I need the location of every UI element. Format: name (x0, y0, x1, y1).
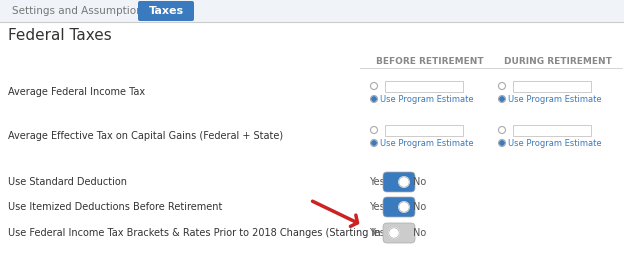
Text: BEFORE RETIREMENT: BEFORE RETIREMENT (376, 57, 484, 66)
FancyBboxPatch shape (385, 124, 463, 136)
Text: DURING RETIREMENT: DURING RETIREMENT (504, 57, 612, 66)
Text: No: No (413, 177, 426, 187)
FancyBboxPatch shape (385, 81, 463, 92)
Circle shape (372, 141, 376, 145)
Circle shape (500, 97, 504, 101)
Text: Average Effective Tax on Capital Gains (Federal + State): Average Effective Tax on Capital Gains (… (8, 131, 283, 141)
Text: Use Federal Income Tax Brackets & Rates Prior to 2018 Changes (Starting In 2026): Use Federal Income Tax Brackets & Rates … (8, 228, 412, 238)
Text: Settings and Assumptions: Settings and Assumptions (12, 6, 148, 16)
FancyBboxPatch shape (0, 0, 624, 22)
Circle shape (372, 97, 376, 101)
Text: Yes: Yes (369, 177, 385, 187)
Text: Yes: Yes (369, 228, 385, 238)
Text: Average Federal Income Tax: Average Federal Income Tax (8, 87, 145, 97)
FancyBboxPatch shape (383, 197, 415, 217)
Text: Federal Taxes: Federal Taxes (8, 28, 112, 44)
FancyBboxPatch shape (513, 124, 591, 136)
FancyBboxPatch shape (138, 1, 194, 21)
FancyBboxPatch shape (383, 223, 415, 243)
Text: Use Program Estimate: Use Program Estimate (380, 95, 474, 104)
Text: No: No (413, 202, 426, 212)
Text: No: No (413, 228, 426, 238)
FancyBboxPatch shape (383, 172, 415, 192)
Circle shape (389, 228, 399, 238)
Text: Yes: Yes (369, 202, 385, 212)
Text: Use Program Estimate: Use Program Estimate (508, 138, 602, 148)
Text: Taxes: Taxes (149, 6, 183, 16)
Circle shape (399, 177, 409, 187)
Circle shape (399, 202, 409, 212)
Text: Use Itemized Deductions Before Retirement: Use Itemized Deductions Before Retiremen… (8, 202, 222, 212)
FancyBboxPatch shape (513, 81, 591, 92)
Text: Use Standard Deduction: Use Standard Deduction (8, 177, 127, 187)
Text: Use Program Estimate: Use Program Estimate (508, 95, 602, 104)
Text: Use Program Estimate: Use Program Estimate (380, 138, 474, 148)
Circle shape (500, 141, 504, 145)
